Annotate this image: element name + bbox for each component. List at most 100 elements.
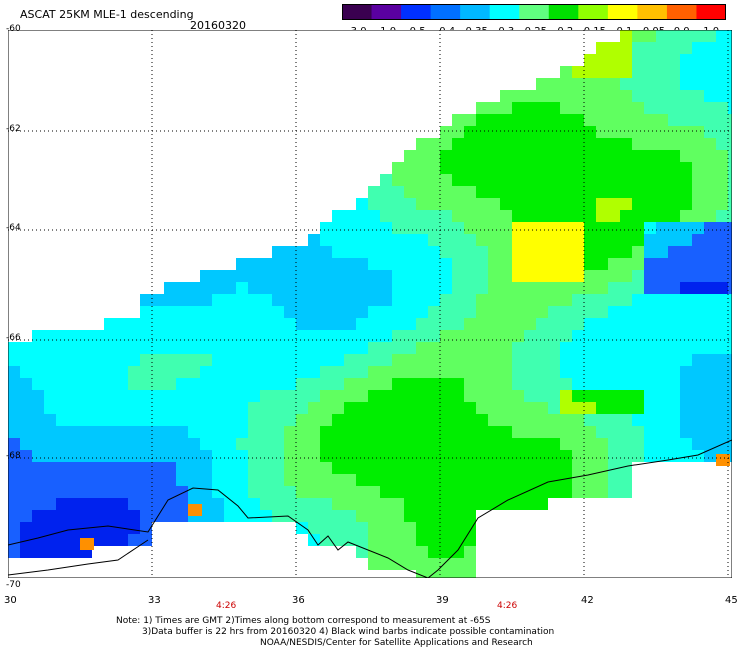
map-canvas [7, 29, 740, 582]
data-cell [512, 162, 524, 174]
data-cell [224, 354, 236, 366]
data-cell [284, 438, 296, 450]
data-cell [464, 510, 476, 522]
data-cell [512, 174, 524, 186]
data-cell [584, 270, 596, 282]
data-cell [248, 342, 260, 354]
data-cell [188, 426, 200, 438]
data-cell [536, 354, 548, 366]
data-cell [296, 474, 308, 486]
data-cell [212, 282, 224, 294]
data-cell [620, 90, 632, 102]
data-cell [608, 474, 620, 486]
data-cell [536, 198, 548, 210]
data-cell [116, 342, 128, 354]
data-cell [332, 522, 344, 534]
data-cell [332, 354, 344, 366]
data-cell [704, 114, 716, 126]
data-cell [560, 450, 572, 462]
data-cell [584, 246, 596, 258]
data-cell [440, 426, 452, 438]
data-cell [632, 330, 644, 342]
data-cell [524, 186, 536, 198]
data-cell [332, 402, 344, 414]
data-cell [260, 414, 272, 426]
data-cell [368, 270, 380, 282]
data-cell [524, 126, 536, 138]
data-cell [452, 546, 464, 558]
data-cell [248, 282, 260, 294]
data-cell [32, 378, 44, 390]
colorbar-swatch [401, 4, 432, 20]
data-cell [200, 474, 212, 486]
data-cell [608, 426, 620, 438]
data-cell [704, 378, 716, 390]
data-cell [428, 522, 440, 534]
data-cell [512, 378, 524, 390]
data-cell [500, 426, 512, 438]
data-cell [560, 114, 572, 126]
data-cell [440, 546, 452, 558]
data-cell [500, 402, 512, 414]
data-cell [536, 150, 548, 162]
data-cell [368, 366, 380, 378]
data-cell [668, 366, 680, 378]
data-cell [560, 486, 572, 498]
data-cell [404, 150, 416, 162]
data-cell [44, 366, 56, 378]
data-cell [512, 330, 524, 342]
data-cell [536, 318, 548, 330]
data-cell [572, 426, 584, 438]
data-cell [620, 174, 632, 186]
lat-label-64: -64 [6, 223, 21, 233]
data-cell [680, 54, 692, 66]
data-cell [560, 222, 572, 234]
data-cell [176, 438, 188, 450]
data-cell [416, 522, 428, 534]
colorbar-swatches [342, 4, 727, 20]
data-cell [272, 426, 284, 438]
data-cell [320, 426, 332, 438]
data-cell [464, 270, 476, 282]
data-cell [596, 162, 608, 174]
data-cell [332, 462, 344, 474]
data-cell [428, 366, 440, 378]
data-cell [692, 246, 704, 258]
data-cell [164, 450, 176, 462]
data-cell [728, 390, 740, 402]
data-cell [452, 366, 464, 378]
data-cell [500, 102, 512, 114]
data-cell [632, 378, 644, 390]
data-cell [452, 402, 464, 414]
data-cell [284, 246, 296, 258]
data-cell [560, 426, 572, 438]
data-cell [296, 438, 308, 450]
data-cell [452, 354, 464, 366]
data-cell [632, 102, 644, 114]
data-cell [80, 354, 92, 366]
data-cell [440, 354, 452, 366]
data-cell [572, 90, 584, 102]
data-cell [68, 534, 80, 546]
data-cell [728, 126, 740, 138]
data-cell [392, 258, 404, 270]
data-cell [392, 426, 404, 438]
data-cell [284, 354, 296, 366]
data-cell [500, 474, 512, 486]
data-cell [104, 534, 116, 546]
data-cell [656, 186, 668, 198]
data-cell [476, 186, 488, 198]
data-cell [488, 378, 500, 390]
data-cell [248, 306, 260, 318]
data-cell [308, 294, 320, 306]
data-cell [320, 462, 332, 474]
data-cell [320, 222, 332, 234]
data-cell [332, 414, 344, 426]
data-cell [668, 294, 680, 306]
data-cell [248, 474, 260, 486]
data-cell [380, 546, 392, 558]
data-cell [320, 414, 332, 426]
data-cell [212, 486, 224, 498]
colorbar [342, 4, 727, 24]
data-cell [572, 306, 584, 318]
